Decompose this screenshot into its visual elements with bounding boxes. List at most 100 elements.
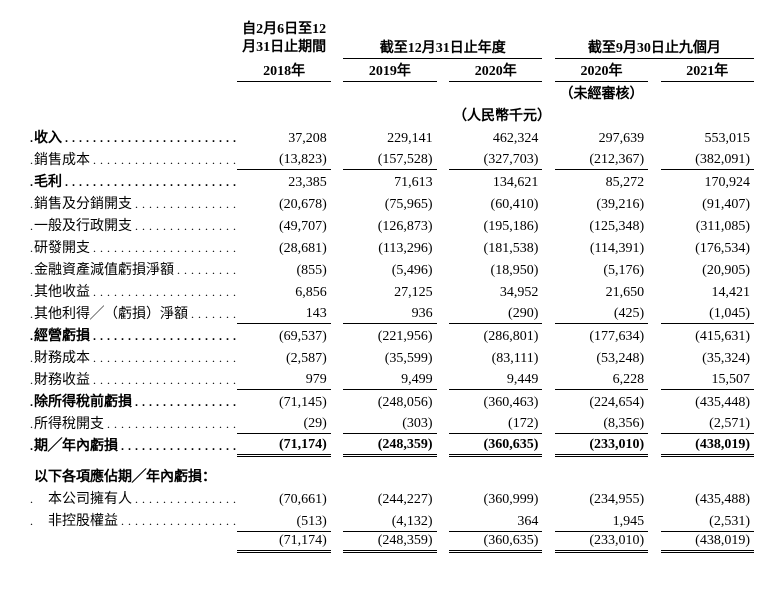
- cell-value: (114,391): [555, 236, 648, 258]
- table-row: ........................................…: [30, 148, 754, 170]
- cell-value: (70,661): [237, 487, 330, 509]
- cell-value: 553,015: [661, 126, 754, 148]
- cell-value: 170,924: [661, 170, 754, 192]
- cell-value: 229,141: [343, 126, 436, 148]
- cell-value: (176,534): [661, 236, 754, 258]
- cell-value: (5,496): [343, 258, 436, 280]
- cell-value: (2,571): [661, 412, 754, 434]
- cell-value: (157,528): [343, 148, 436, 170]
- cell-value: (438,019): [661, 531, 754, 551]
- row-label: ........................................…: [30, 324, 237, 346]
- cell-value: (360,463): [449, 390, 542, 412]
- row-label: ........................................…: [30, 434, 237, 456]
- cell-value: (233,010): [555, 434, 648, 456]
- table-row: ........................................…: [30, 302, 754, 324]
- cell-value: (360,999): [449, 487, 542, 509]
- row-label: ........................................…: [30, 368, 237, 390]
- cell-value: (125,348): [555, 214, 648, 236]
- row-label: ........................................…: [30, 487, 237, 509]
- cell-value: 9,499: [343, 368, 436, 390]
- table-row: ........................................…: [30, 170, 754, 192]
- row-label: ........................................…: [30, 302, 237, 324]
- cell-value: 14,421: [661, 280, 754, 302]
- table-row: ........................................…: [30, 126, 754, 148]
- cell-value: (28,681): [237, 236, 330, 258]
- cell-value: (234,955): [555, 487, 648, 509]
- cell-value: (60,410): [449, 192, 542, 214]
- cell-value: 364: [449, 509, 542, 531]
- cell-value: (20,905): [661, 258, 754, 280]
- cell-value: 23,385: [237, 170, 330, 192]
- header-period: 自2月6日至12月31日止期間: [237, 20, 330, 58]
- table-body: ........................................…: [30, 126, 754, 456]
- cell-value: (13,823): [237, 148, 330, 170]
- cell-value: (172): [449, 412, 542, 434]
- cell-value: (425): [555, 302, 648, 324]
- row-label: [30, 531, 237, 551]
- unit-label: （人民幣千元）: [449, 104, 542, 126]
- row-label: ........................................…: [30, 280, 237, 302]
- cell-value: (290): [449, 302, 542, 324]
- cell-value: (195,186): [449, 214, 542, 236]
- cell-value: (415,631): [661, 324, 754, 346]
- cell-value: (248,056): [343, 390, 436, 412]
- row-label: ........................................…: [30, 148, 237, 170]
- cell-value: (513): [237, 509, 330, 531]
- col-2018: 2018年: [237, 58, 330, 81]
- col-2020: 2020年: [449, 58, 542, 81]
- row-label: ........................................…: [30, 412, 237, 434]
- cell-value: (311,085): [661, 214, 754, 236]
- row-label: ........................................…: [30, 214, 237, 236]
- cell-value: (39,216): [555, 192, 648, 214]
- cell-value: (69,537): [237, 324, 330, 346]
- cell-value: (53,248): [555, 346, 648, 368]
- financial-table: 自2月6日至12月31日止期間 截至12月31日止年度 截至9月30日止九個月 …: [30, 20, 754, 553]
- cell-value: (303): [343, 412, 436, 434]
- cell-value: (233,010): [555, 531, 648, 551]
- table-row: ........................................…: [30, 324, 754, 346]
- cell-value: (83,111): [449, 346, 542, 368]
- cell-value: (181,538): [449, 236, 542, 258]
- cell-value: (327,703): [449, 148, 542, 170]
- cell-value: (35,599): [343, 346, 436, 368]
- cell-value: (224,654): [555, 390, 648, 412]
- row-label: ........................................…: [30, 509, 237, 531]
- cell-value: (29): [237, 412, 330, 434]
- table-row: ........................................…: [30, 368, 754, 390]
- row-label: ........................................…: [30, 258, 237, 280]
- cell-value: (91,407): [661, 192, 754, 214]
- table-row: ........................................…: [30, 192, 754, 214]
- col-2019: 2019年: [343, 58, 436, 81]
- row-label: ........................................…: [30, 126, 237, 148]
- cell-value: (382,091): [661, 148, 754, 170]
- cell-value: (126,873): [343, 214, 436, 236]
- cell-value: (360,635): [449, 434, 542, 456]
- cell-value: 1,945: [555, 509, 648, 531]
- table-row: ........................................…: [30, 346, 754, 368]
- cell-value: 71,613: [343, 170, 436, 192]
- table-row: ........................................…: [30, 390, 754, 412]
- cell-value: (4,132): [343, 509, 436, 531]
- cell-value: (35,324): [661, 346, 754, 368]
- cell-value: 27,125: [343, 280, 436, 302]
- header-nine-month: 截至9月30日止九個月: [555, 20, 754, 58]
- table-row: (71,174)(248,359)(360,635)(233,010)(438,…: [30, 531, 754, 551]
- unaudited-label: （未經審核）: [555, 81, 648, 104]
- cell-value: (5,176): [555, 258, 648, 280]
- row-label: ........................................…: [30, 192, 237, 214]
- cell-value: (71,145): [237, 390, 330, 412]
- row-label: ........................................…: [30, 236, 237, 258]
- cell-value: (71,174): [237, 434, 330, 456]
- cell-value: (248,359): [343, 434, 436, 456]
- row-label: ........................................…: [30, 170, 237, 192]
- cell-value: (8,356): [555, 412, 648, 434]
- table-sub-body: ........................................…: [30, 487, 754, 551]
- cell-value: (221,956): [343, 324, 436, 346]
- col-2021-9m: 2021年: [661, 58, 754, 81]
- cell-value: 462,324: [449, 126, 542, 148]
- cell-value: 34,952: [449, 280, 542, 302]
- cell-value: (2,587): [237, 346, 330, 368]
- row-label: ........................................…: [30, 390, 237, 412]
- cell-value: (435,488): [661, 487, 754, 509]
- table-row: ........................................…: [30, 236, 754, 258]
